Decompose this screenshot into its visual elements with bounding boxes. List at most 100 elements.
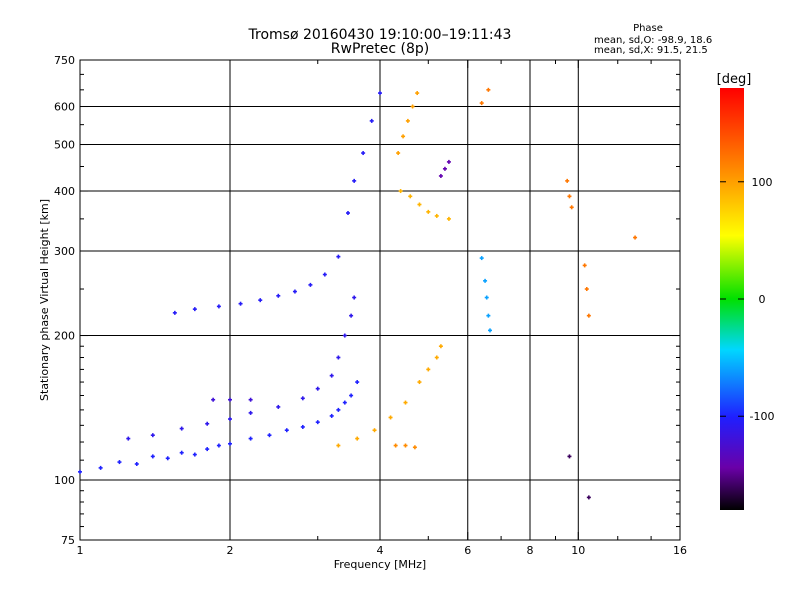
colorbar-tick-label: 0: [759, 293, 766, 306]
data-point: [345, 211, 350, 216]
data-point: [315, 386, 320, 391]
data-point: [126, 436, 131, 441]
colorbar-unit-label: [deg]: [717, 72, 752, 87]
data-point: [248, 397, 253, 402]
chart-title: Tromsø 20160430 19:10:00–19:11:43: [248, 27, 512, 43]
data-point: [426, 209, 431, 214]
data-point: [134, 461, 139, 466]
data-point: [248, 410, 253, 415]
data-point: [336, 407, 341, 412]
y-tick-label: 400: [54, 185, 75, 198]
y-axis-label: Stationary phase Virtual Height [km]: [38, 199, 51, 401]
x-tick-label: 4: [377, 544, 384, 557]
data-point: [98, 465, 103, 470]
data-point: [216, 443, 221, 448]
data-point: [408, 194, 413, 199]
data-point: [192, 307, 197, 312]
data-point: [352, 178, 357, 183]
data-point: [78, 469, 82, 474]
data-point: [438, 344, 443, 349]
y-tick-label: 750: [54, 54, 75, 67]
colorbar-tick-label: 100: [752, 176, 773, 189]
data-point: [434, 213, 439, 218]
data-point: [567, 454, 572, 459]
data-point: [401, 134, 406, 139]
data-point: [352, 295, 357, 300]
y-tick-label: 300: [54, 245, 75, 258]
data-point: [372, 428, 377, 433]
data-point: [393, 443, 398, 448]
data-point: [238, 301, 243, 306]
data-point: [415, 91, 420, 96]
colorbar-tick-label: -100: [750, 410, 775, 423]
data-point: [276, 293, 281, 298]
data-point: [488, 328, 493, 333]
y-tick-label: 200: [54, 330, 75, 343]
y-axis-ticks: 75 100 200 300 400 500 600 750: [54, 54, 680, 547]
data-point: [336, 443, 341, 448]
chart-subtitle: RwPretec (8p): [331, 41, 429, 57]
data-point: [361, 151, 366, 156]
x-tick-label: 6: [464, 544, 471, 557]
data-point: [486, 87, 491, 92]
data-point: [483, 278, 488, 283]
data-point: [586, 313, 591, 318]
data-point: [300, 424, 305, 429]
data-point: [216, 304, 221, 309]
data-point: [300, 396, 305, 401]
x-tick-label: 16: [673, 544, 687, 557]
colorbar-ticks: 100 0 -100: [720, 176, 774, 423]
data-point: [276, 404, 281, 409]
data-point: [211, 397, 216, 402]
data-point: [446, 216, 451, 221]
data-point: [248, 436, 253, 441]
data-point: [565, 178, 570, 183]
data-point: [315, 420, 320, 425]
data-point: [584, 287, 589, 292]
x-tick-label: 1: [77, 544, 84, 557]
data-points: [78, 87, 638, 500]
phase-heading: Phase: [633, 23, 663, 34]
data-point: [586, 495, 591, 500]
plot-area: 1 2 4 6 8 10 16 75 100 200 300 400 500 600 750: [54, 54, 687, 557]
grid-lines: [80, 60, 680, 540]
data-point: [403, 400, 408, 405]
y-tick-label: 75: [61, 534, 75, 547]
data-point: [342, 400, 347, 405]
data-point: [172, 310, 177, 315]
data-point: [486, 313, 491, 318]
x-tick-label: 10: [571, 544, 585, 557]
data-point: [355, 380, 360, 385]
data-point: [150, 454, 155, 459]
data-point: [479, 256, 484, 261]
data-point: [378, 91, 382, 96]
data-point: [567, 194, 572, 199]
y-tick-label: 100: [54, 474, 75, 487]
phase-x-stats: mean, sd,X: 91.5, 21.5: [594, 45, 708, 56]
data-point: [417, 202, 422, 207]
x-axis-ticks: 1 2 4 6 8 10 16: [77, 60, 687, 557]
data-point: [284, 428, 289, 433]
data-point: [228, 417, 232, 422]
data-point: [369, 118, 374, 123]
data-point: [267, 433, 272, 438]
data-point: [179, 450, 184, 455]
data-point: [205, 447, 210, 452]
data-point: [355, 436, 360, 441]
y-tick-label: 600: [54, 101, 75, 114]
data-point: [426, 367, 431, 372]
data-point: [228, 441, 232, 446]
data-point: [336, 355, 341, 360]
data-point: [398, 189, 403, 194]
data-point: [165, 456, 170, 461]
data-point: [388, 415, 393, 420]
data-point: [405, 118, 410, 123]
data-point: [484, 295, 489, 300]
x-tick-label: 8: [527, 544, 534, 557]
data-point: [417, 380, 422, 385]
data-point: [569, 205, 574, 210]
phase-colorbar: [deg] 100 0 -100: [717, 72, 774, 510]
data-point: [410, 104, 415, 109]
data-point: [205, 421, 210, 426]
